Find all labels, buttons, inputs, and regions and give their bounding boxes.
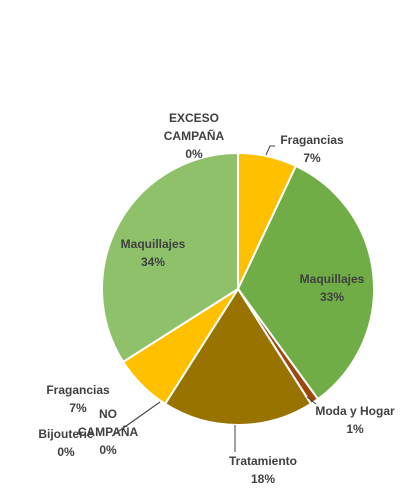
slice-label: Moda y Hogar 1% xyxy=(315,404,395,436)
slice-labels: EXCESO CAMPAÑA 0% Fragancias 7% Maquillajes 33… xyxy=(38,111,395,486)
pie-slices xyxy=(101,151,375,426)
leader-line xyxy=(111,401,161,437)
leader-line xyxy=(265,145,275,156)
slice-label: EXCESO CAMPAÑA 0% xyxy=(164,111,225,161)
pie-slice xyxy=(163,287,313,426)
slice-label: Fragancias 7% xyxy=(46,383,110,415)
slice-label: Bijouterie 0% xyxy=(38,427,94,459)
leader-lines xyxy=(111,145,317,452)
slice-label: NO CAMPAÑA 0% xyxy=(78,407,139,457)
leader-line xyxy=(306,396,317,405)
slice-label: Maquillajes 34% xyxy=(121,237,186,269)
pie-slice xyxy=(101,151,239,364)
slice-label: Fragancias 7% xyxy=(280,133,344,165)
slice-label: Maquillajes 33% xyxy=(300,272,365,304)
pie-slice xyxy=(236,164,375,401)
slice-label: Tratamiento 18% xyxy=(229,454,297,486)
